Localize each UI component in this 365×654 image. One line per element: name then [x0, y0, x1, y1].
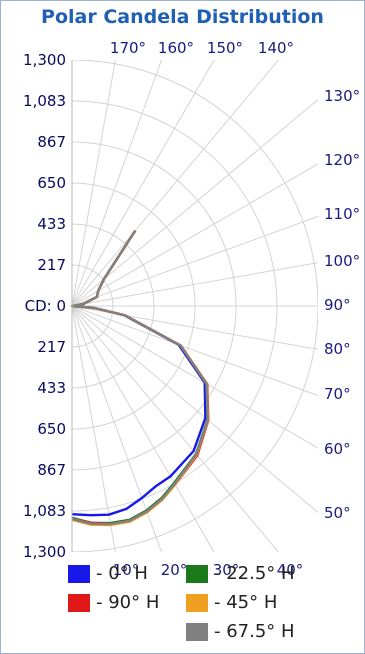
grid-spoke: [72, 60, 215, 307]
bottom-angle-label: 20°: [161, 561, 188, 579]
legend: - 0° H - 22.5° H - 90° H - 45° H - 67.5°…: [68, 563, 358, 653]
radial-tick-label: CD: 0: [25, 297, 66, 315]
legend-item-45h: - 45° H: [186, 592, 277, 613]
radial-tick-label: 1,300: [23, 543, 66, 561]
grid-spoke: [72, 163, 318, 307]
legend-swatch-45h: [186, 593, 208, 612]
radial-tick-label: 867: [37, 461, 66, 479]
grid-spoke: [72, 262, 318, 307]
top-angle-label: 150°: [207, 39, 243, 57]
legend-swatch-67-5h: [186, 622, 208, 641]
legend-item-67-5h: - 67.5° H: [186, 621, 295, 642]
legend-label-90h: - 90° H: [96, 592, 160, 613]
legend-label-67-5h: - 67.5° H: [214, 621, 295, 642]
right-angle-label: 60°: [324, 440, 351, 458]
right-angle-label: 50°: [324, 504, 351, 522]
grid-spoke: [72, 60, 280, 307]
legend-item-22-5h: - 22.5° H: [186, 563, 295, 584]
grid-spoke: [72, 60, 116, 307]
grid-spoke: [72, 305, 116, 552]
legend-label-0h: - 0° H: [96, 563, 148, 584]
right-angle-label: 120°: [324, 151, 360, 169]
grid-spoke: [72, 305, 318, 397]
right-angle-label: 80°: [324, 340, 351, 358]
radial-tick-label: 433: [37, 215, 66, 233]
radial-tick-label: 650: [37, 420, 66, 438]
bottom-angle-label: 40°: [277, 561, 304, 579]
series-group: [70, 229, 210, 527]
axis-labels: 1,300 1,083 867 650 433 217 CD: 0 217 433 650 867 1…: [23, 39, 360, 579]
legend-item-0h: - 0° H: [68, 563, 148, 584]
legend-swatch-0h: [68, 564, 90, 583]
chart-title: Polar Candela Distribution: [41, 6, 324, 28]
right-angle-label: 100°: [324, 252, 360, 270]
top-angle-label: 170°: [110, 39, 146, 57]
legend-label-45h: - 45° H: [214, 592, 278, 613]
right-angle-label: 90°: [324, 296, 351, 314]
grid-spoke: [72, 305, 318, 350]
grid-spoke: [72, 215, 318, 307]
bottom-angle-label: 30°: [213, 561, 240, 579]
radial-tick-label: 217: [37, 338, 66, 356]
right-angle-label: 130°: [324, 87, 360, 105]
legend-label-22-5h: - 22.5° H: [214, 563, 295, 584]
grid-spoke: [72, 305, 318, 449]
right-angle-label: 70°: [324, 385, 351, 403]
grid-spoke: [72, 305, 318, 514]
radial-tick-label: 650: [37, 174, 66, 192]
series-line-2: [70, 229, 210, 526]
top-angle-label: 160°: [158, 39, 194, 57]
legend-item-90h: - 90° H: [68, 592, 159, 613]
grid-spoke: [72, 98, 318, 307]
series-line-3: [70, 229, 210, 527]
grid-spoke: [72, 60, 163, 307]
series-line-1: [70, 229, 209, 525]
radial-tick-label: 867: [37, 133, 66, 151]
bottom-angle-label: 10°: [113, 561, 140, 579]
legend-swatch-90h: [68, 593, 90, 612]
grid-spoke: [72, 305, 280, 552]
series-line-4: [70, 229, 209, 526]
legend-swatch-22-5h: [186, 564, 208, 583]
radial-tick-label: 1,300: [23, 51, 66, 69]
grid-spoke: [72, 305, 163, 552]
grid-spoke: [72, 305, 215, 552]
top-angle-label: 140°: [258, 39, 294, 57]
radial-tick-label: 217: [37, 256, 66, 274]
radial-tick-label: 1,083: [23, 92, 66, 110]
right-angle-label: 110°: [324, 205, 360, 223]
radial-tick-label: 1,083: [23, 502, 66, 520]
radial-tick-label: 433: [37, 379, 66, 397]
